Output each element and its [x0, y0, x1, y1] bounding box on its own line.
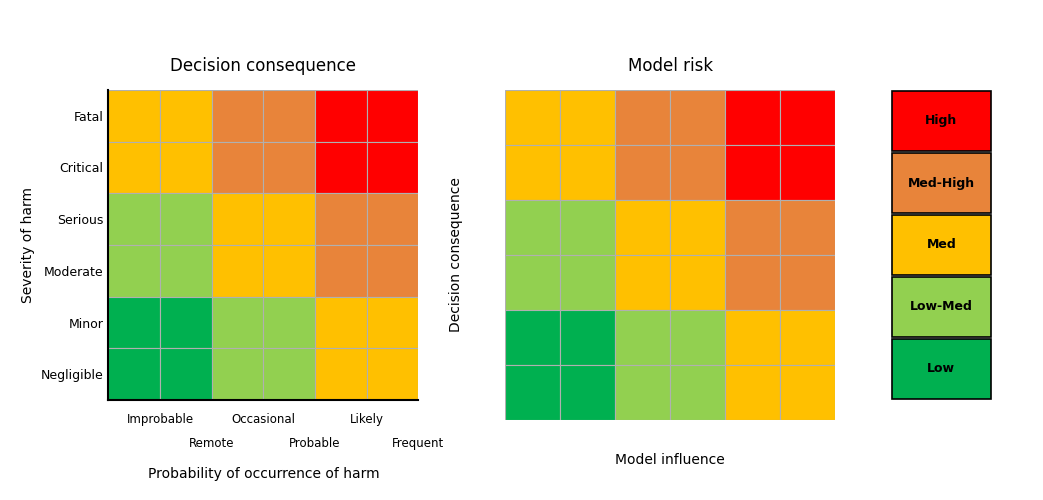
Bar — [108, 194, 160, 245]
Text: Med-High: Med-High — [907, 176, 975, 190]
Bar — [264, 90, 315, 142]
Bar — [780, 90, 835, 145]
Bar — [725, 365, 780, 420]
Bar — [264, 142, 315, 194]
Bar — [615, 255, 671, 310]
Bar — [725, 90, 780, 145]
Bar — [315, 245, 367, 296]
Bar — [367, 245, 418, 296]
Text: Decision consequence: Decision consequence — [448, 178, 463, 332]
Bar — [780, 255, 835, 310]
Title: Decision consequence: Decision consequence — [170, 56, 357, 74]
Bar — [780, 200, 835, 255]
Bar — [892, 152, 991, 214]
Bar — [367, 194, 418, 245]
Bar — [560, 90, 615, 145]
Text: High: High — [925, 114, 957, 128]
Bar — [560, 145, 615, 200]
Bar — [892, 90, 991, 152]
Bar — [671, 310, 725, 365]
Bar — [212, 348, 264, 400]
Bar — [505, 255, 560, 310]
Bar — [671, 90, 725, 145]
Bar — [108, 348, 160, 400]
Bar — [505, 90, 560, 145]
Bar — [725, 145, 780, 200]
Text: Model influence: Model influence — [615, 453, 725, 467]
Bar — [160, 194, 212, 245]
Bar — [725, 200, 780, 255]
Bar — [264, 194, 315, 245]
Bar — [212, 296, 264, 348]
Bar — [160, 142, 212, 194]
Bar — [264, 245, 315, 296]
Bar — [108, 142, 160, 194]
Bar — [560, 365, 615, 420]
Bar — [505, 365, 560, 420]
Bar — [560, 200, 615, 255]
Bar — [160, 90, 212, 142]
Bar — [505, 200, 560, 255]
Bar — [671, 365, 725, 420]
Bar — [725, 310, 780, 365]
Bar — [264, 296, 315, 348]
Bar — [160, 296, 212, 348]
Bar — [780, 310, 835, 365]
Bar — [160, 348, 212, 400]
Bar — [315, 348, 367, 400]
Text: Remote: Remote — [189, 437, 235, 450]
Bar — [367, 296, 418, 348]
Bar — [264, 348, 315, 400]
Bar — [725, 255, 780, 310]
Bar — [315, 90, 367, 142]
Bar — [160, 245, 212, 296]
Bar — [671, 145, 725, 200]
Y-axis label: Severity of harm: Severity of harm — [21, 187, 35, 303]
Bar — [780, 145, 835, 200]
Text: Occasional: Occasional — [232, 413, 295, 426]
Text: Frequent: Frequent — [392, 437, 444, 450]
Bar — [615, 145, 671, 200]
Text: Probable: Probable — [289, 437, 341, 450]
Bar — [615, 310, 671, 365]
Bar — [560, 310, 615, 365]
Bar — [212, 194, 264, 245]
Bar — [108, 90, 160, 142]
Text: Probability of occurrence of harm: Probability of occurrence of harm — [147, 467, 380, 481]
Bar — [315, 296, 367, 348]
Bar — [505, 310, 560, 365]
Bar — [108, 245, 160, 296]
Bar — [367, 348, 418, 400]
Bar — [212, 90, 264, 142]
Bar — [892, 276, 991, 338]
Bar — [615, 90, 671, 145]
Bar — [615, 365, 671, 420]
Text: Improbable: Improbable — [126, 413, 194, 426]
Title: Model risk: Model risk — [628, 56, 712, 74]
Bar — [671, 255, 725, 310]
Bar — [505, 145, 560, 200]
Bar — [315, 194, 367, 245]
Bar — [892, 338, 991, 400]
Bar — [108, 296, 160, 348]
Bar — [780, 365, 835, 420]
Bar — [671, 200, 725, 255]
Bar — [892, 214, 991, 276]
Bar — [367, 90, 418, 142]
Text: Low-Med: Low-Med — [909, 300, 973, 314]
Bar — [212, 245, 264, 296]
Text: Likely: Likely — [349, 413, 384, 426]
Bar — [315, 142, 367, 194]
Text: Low: Low — [927, 362, 955, 376]
Bar — [560, 255, 615, 310]
Bar — [615, 200, 671, 255]
Text: Med: Med — [926, 238, 956, 252]
Bar — [367, 142, 418, 194]
Bar — [212, 142, 264, 194]
